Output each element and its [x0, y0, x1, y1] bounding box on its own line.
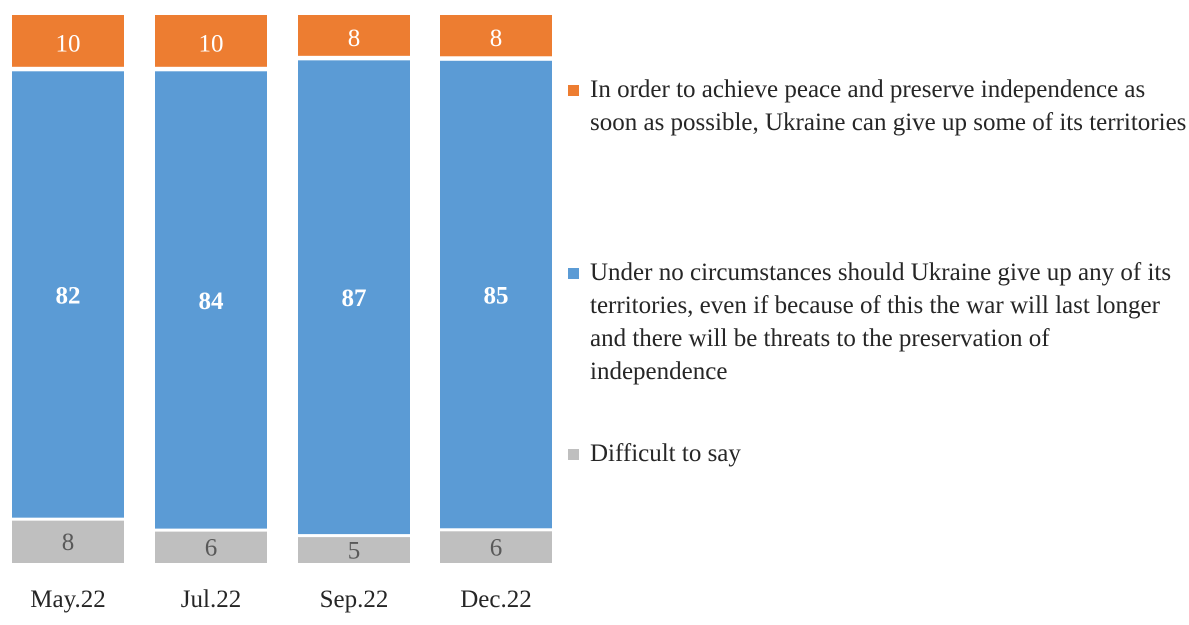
data-label: 6	[490, 534, 503, 561]
bar-segment	[12, 520, 124, 563]
x-tick-label: May.22	[30, 586, 105, 613]
data-label: 85	[484, 283, 509, 310]
data-label: 8	[348, 25, 361, 52]
bar-segment	[12, 15, 124, 67]
data-label: 6	[205, 535, 218, 562]
data-label: 5	[348, 537, 361, 564]
bar-segment	[298, 60, 410, 535]
bar-segment	[440, 15, 552, 57]
bar-segment	[155, 15, 267, 67]
data-label: 87	[342, 285, 367, 312]
x-tick-label: Dec.22	[460, 586, 532, 613]
bar-segment	[298, 537, 410, 563]
bar-segment	[12, 71, 124, 518]
legend-label: Difficult to say	[590, 440, 741, 467]
stacked-bar-chart: 8 82 10 May.22 6 84 10 Jul.22 5 87 8 Sep.22 6 85 8 Dec.…	[12, 15, 552, 613]
legend-label: Under no circumstances should Ukraine gi…	[590, 259, 1172, 385]
data-label: 8	[490, 25, 503, 52]
legend-label: In order to achieve peace and preserve i…	[590, 76, 1187, 136]
x-tick-label: Sep.22	[320, 586, 389, 613]
x-tick-label: Jul.22	[181, 586, 241, 613]
bar-segment	[440, 531, 552, 563]
bar-segment	[155, 531, 267, 563]
legend-swatch-orange	[568, 85, 579, 96]
legend-swatch-gray	[568, 449, 579, 460]
data-label: 10	[199, 30, 224, 57]
data-label: 84	[199, 288, 225, 315]
legend-swatch-blue	[568, 268, 579, 279]
bar-segment	[298, 15, 410, 56]
data-label: 8	[62, 529, 75, 556]
data-label: 82	[56, 282, 81, 309]
bar-segment	[440, 60, 552, 529]
data-label: 10	[56, 30, 81, 57]
bar-segment	[155, 71, 267, 529]
